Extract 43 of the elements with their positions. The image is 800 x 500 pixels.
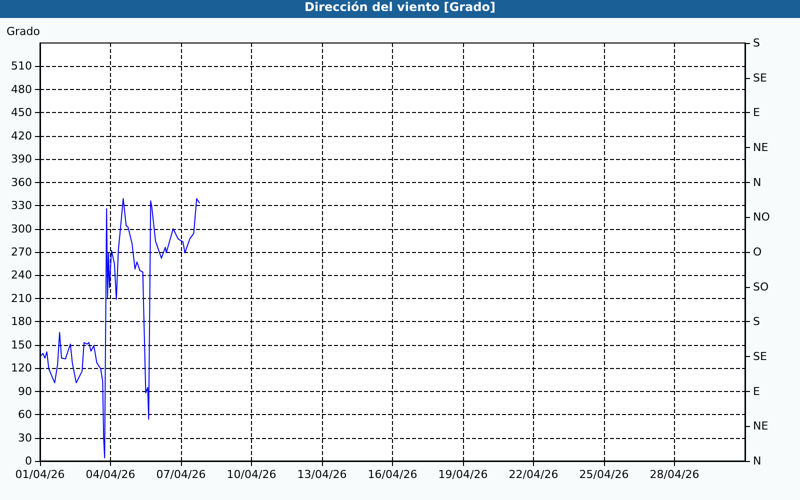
- x-tick-label: 22/04/26: [508, 468, 558, 481]
- category-label: E: [753, 106, 760, 120]
- x-tick-label: 28/04/26: [650, 468, 700, 481]
- category-label: NE: [753, 420, 768, 433]
- category-label: NO: [753, 210, 770, 224]
- x-tick-label: 10/04/26: [226, 468, 276, 481]
- y-tick-label: 420: [11, 129, 32, 142]
- y-tick-label: 240: [11, 268, 32, 282]
- y-tick-label: 360: [11, 176, 32, 189]
- y-tick-label: 90: [18, 384, 32, 398]
- category-label: O: [753, 246, 762, 258]
- category-label: N: [753, 454, 762, 468]
- category-label: E: [753, 384, 760, 398]
- y-tick-label: 450: [11, 106, 32, 120]
- category-label: NE: [753, 141, 768, 154]
- y-tick-label: 210: [11, 292, 32, 305]
- y-tick-label: 390: [11, 152, 32, 166]
- y-tick-label: 0: [25, 454, 32, 468]
- y-tick-label: 150: [11, 338, 32, 352]
- x-tick-label: 25/04/26: [579, 468, 629, 481]
- y-tick-label: 300: [11, 222, 32, 236]
- y-axis-title: Grado: [6, 25, 40, 38]
- category-label: N: [753, 176, 762, 189]
- x-tick-label: 04/04/26: [86, 468, 136, 481]
- x-tick-label: 01/04/26: [15, 468, 65, 481]
- category-label: S: [753, 315, 760, 328]
- x-tick-label: 19/04/26: [438, 468, 488, 481]
- y-tick-label: 330: [11, 199, 32, 212]
- y-tick-label: 480: [11, 82, 32, 96]
- y-tick-label: 510: [11, 60, 32, 73]
- y-tick-label: 60: [18, 408, 32, 422]
- category-label: SE: [753, 71, 767, 84]
- chart-title: Dirección del viento [Grado]: [0, 0, 800, 18]
- x-tick-label: 07/04/26: [156, 468, 206, 481]
- y-tick-label: 270: [11, 246, 32, 258]
- x-tick-label: 16/04/26: [368, 468, 418, 481]
- y-tick-label: 30: [18, 431, 32, 444]
- x-tick-label: 13/04/26: [297, 468, 347, 481]
- category-label: SE: [753, 350, 767, 363]
- category-label: SO: [753, 280, 769, 294]
- y-tick-label: 120: [11, 362, 32, 375]
- category-label: S: [753, 36, 760, 50]
- y-tick-label: 180: [11, 315, 32, 328]
